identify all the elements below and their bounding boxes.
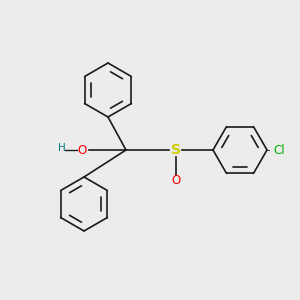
Text: H: H bbox=[58, 142, 65, 153]
Text: Cl: Cl bbox=[274, 143, 285, 157]
Text: O: O bbox=[171, 173, 180, 187]
Text: O: O bbox=[78, 143, 87, 157]
Text: S: S bbox=[170, 143, 181, 157]
